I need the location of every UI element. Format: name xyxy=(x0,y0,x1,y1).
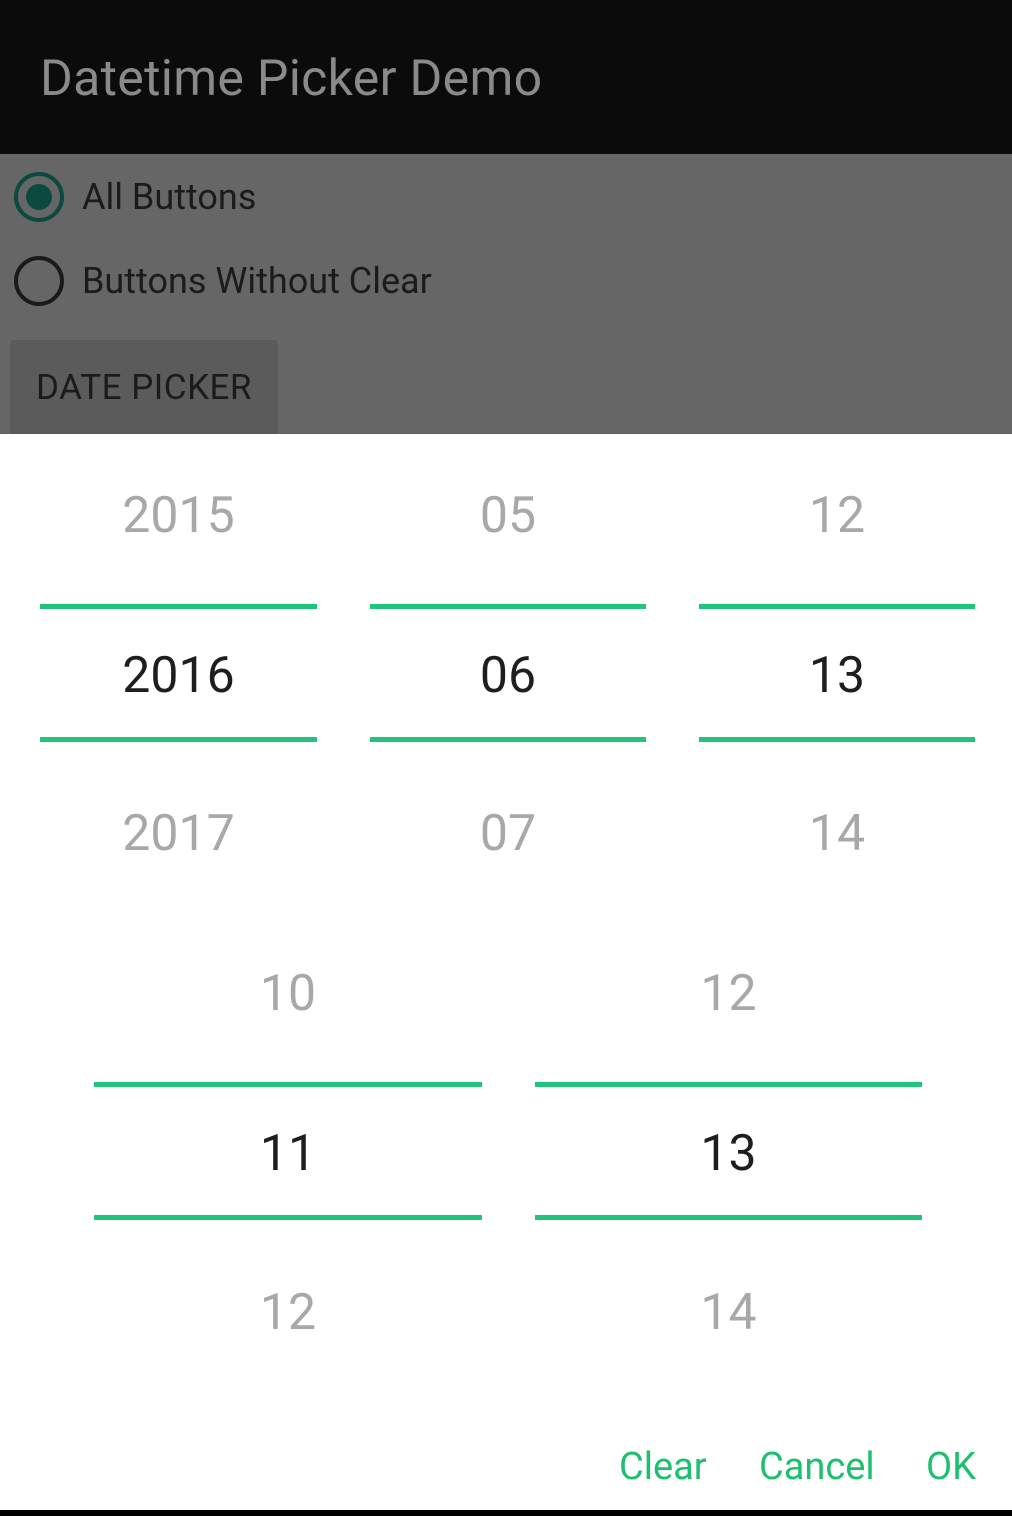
app-bar: Datetime Picker Demo xyxy=(0,0,1012,154)
month-divider-top xyxy=(370,604,646,609)
day-prev[interactable]: 12 xyxy=(808,487,866,545)
minute-next[interactable]: 14 xyxy=(700,1284,757,1342)
minute-prev[interactable]: 12 xyxy=(700,965,757,1023)
month-selected[interactable]: 06 xyxy=(479,647,537,705)
year-divider-bottom xyxy=(40,737,317,742)
month-next[interactable]: 07 xyxy=(479,805,537,863)
hour-selected[interactable]: 11 xyxy=(259,1125,317,1183)
day-divider-bottom xyxy=(699,737,975,742)
date-picker-button[interactable]: DATE PICKER xyxy=(10,340,278,434)
ok-button[interactable]: OK xyxy=(926,1445,976,1489)
month-prev[interactable]: 05 xyxy=(479,487,537,545)
year-prev[interactable]: 2015 xyxy=(122,487,235,545)
year-selected[interactable]: 2016 xyxy=(122,647,235,705)
month-divider-bottom xyxy=(370,737,646,742)
bottom-edge xyxy=(0,1510,1012,1516)
hour-divider-bottom xyxy=(94,1215,482,1220)
cancel-button[interactable]: Cancel xyxy=(759,1445,875,1489)
radio-buttons-without-clear[interactable]: Buttons Without Clear xyxy=(14,254,432,308)
hour-divider-top xyxy=(94,1082,482,1087)
clear-button[interactable]: Clear xyxy=(619,1445,707,1489)
minute-divider-top xyxy=(535,1082,922,1087)
hour-picker[interactable]: 10 11 12 xyxy=(94,912,482,1392)
year-picker[interactable]: 2015 2016 2017 xyxy=(40,434,317,914)
month-picker[interactable]: 05 06 07 xyxy=(370,434,646,914)
radio-label-all-buttons: All Buttons xyxy=(82,176,257,218)
year-next[interactable]: 2017 xyxy=(122,805,235,863)
hour-next[interactable]: 12 xyxy=(259,1284,317,1342)
hour-prev[interactable]: 10 xyxy=(259,965,317,1023)
radio-all-buttons[interactable]: All Buttons xyxy=(14,170,256,224)
radio-unchecked-icon[interactable] xyxy=(14,256,64,306)
radio-label-without-clear: Buttons Without Clear xyxy=(82,260,432,302)
day-picker[interactable]: 12 13 14 xyxy=(699,434,975,914)
day-divider-top xyxy=(699,604,975,609)
day-next[interactable]: 14 xyxy=(808,805,866,863)
day-selected[interactable]: 13 xyxy=(808,647,866,705)
minute-picker[interactable]: 12 13 14 xyxy=(535,912,922,1392)
minute-selected[interactable]: 13 xyxy=(700,1125,757,1183)
radio-checked-icon[interactable] xyxy=(14,172,64,222)
app-title: Datetime Picker Demo xyxy=(40,50,543,108)
year-divider-top xyxy=(40,604,317,609)
minute-divider-bottom xyxy=(535,1215,922,1220)
datetime-picker-dialog: 2015 2016 2017 05 06 07 12 13 14 10 11 1… xyxy=(0,434,1012,1510)
